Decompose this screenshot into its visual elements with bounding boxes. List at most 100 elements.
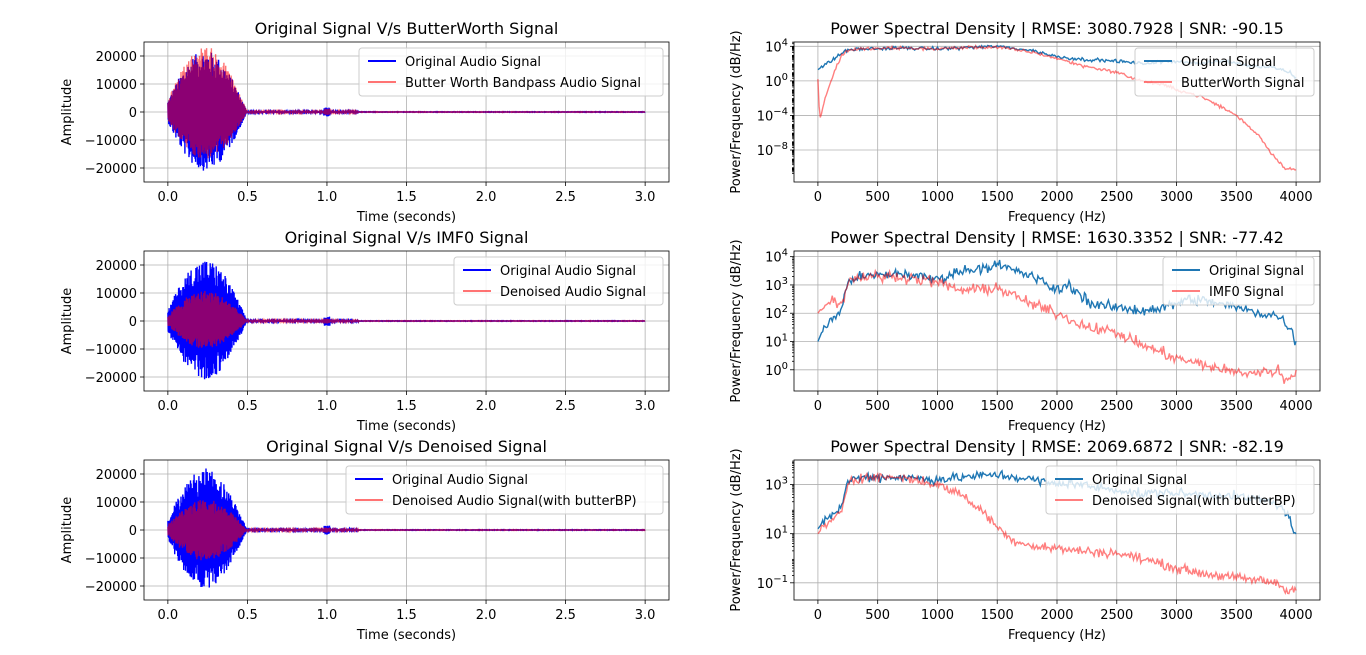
y-axis-label: Power/Frequency (dB/Hz) — [729, 448, 744, 611]
chart-panel-5: 0.0 0.5 1.0 1.5 2.0 2.5 3.0 20000 10000 0 −10000 −2… — [60, 437, 670, 643]
x-tick-label: 3500 — [1220, 190, 1253, 205]
legend-label-1: Original Signal — [1181, 55, 1276, 70]
y-tick-label: 10000 — [96, 287, 137, 302]
chart-title: Power Spectral Density | RMSE: 2069.6872… — [830, 437, 1284, 456]
x-tick-label: 0 — [814, 190, 822, 205]
y-axis-label: Power/Frequency (dB/Hz) — [729, 30, 744, 193]
x-tick-label: 2.0 — [476, 190, 497, 205]
x-tick-label: 1500 — [981, 399, 1014, 414]
legend: Original Audio Signal Butter Worth Bandpa… — [358, 47, 664, 97]
x-tick-label: 2.0 — [476, 608, 497, 623]
y-axis-label: Power/Frequency (dB/Hz) — [729, 239, 744, 402]
series-line-2 — [817, 268, 1297, 384]
y-axis-label: Amplitude — [60, 79, 75, 146]
chart-panel-2: 0 500 1000 1500 2000 2500 3000 3500 4000 104 100 10… — [729, 19, 1321, 225]
y-tick-label: 10000 — [96, 78, 137, 93]
x-tick-label: 0.0 — [158, 608, 179, 623]
y-tick-label: 0 — [129, 524, 137, 539]
x-axis-label: Frequency (Hz) — [1008, 210, 1106, 225]
x-tick-label: 1.5 — [396, 190, 417, 205]
legend-label-2: ButterWorth Signal — [1181, 76, 1305, 91]
legend: Original Signal ButterWorth Signal — [1134, 47, 1315, 97]
y-tick-label: 100 — [765, 72, 788, 90]
x-tick-label: 0.5 — [237, 608, 258, 623]
x-tick-label: 500 — [865, 190, 890, 205]
series-line-2 — [167, 48, 646, 159]
x-tick-label: 0.0 — [158, 190, 179, 205]
x-tick-label: 1.0 — [317, 190, 338, 205]
y-tick-label: 20000 — [96, 468, 137, 483]
y-tick-label: 20000 — [96, 259, 137, 274]
y-tick-label: 102 — [765, 304, 788, 322]
legend-label-1: Original Audio Signal — [500, 264, 636, 279]
axes-frame — [143, 250, 670, 392]
legend-label-1: Original Signal — [1092, 473, 1187, 488]
legend-label-1: Original Audio Signal — [392, 473, 528, 488]
x-tick-label: 0.0 — [158, 399, 179, 414]
x-tick-label: 0 — [814, 608, 822, 623]
x-tick-label: 1500 — [981, 608, 1014, 623]
y-tick-label: 101 — [765, 525, 788, 543]
x-tick-label: 3500 — [1220, 608, 1253, 623]
x-tick-label: 0 — [814, 399, 822, 414]
legend-box — [453, 256, 664, 306]
x-tick-label: 4000 — [1280, 190, 1313, 205]
y-tick-label: 0 — [129, 106, 137, 121]
x-axis-label: Frequency (Hz) — [1008, 628, 1106, 643]
chart-panel-6: 0 500 1000 1500 2000 2500 3000 3500 4000 103 101 10… — [729, 437, 1321, 643]
x-tick-label: 3500 — [1220, 399, 1253, 414]
x-tick-label: 2.5 — [555, 190, 576, 205]
x-tick-label: 2.5 — [555, 608, 576, 623]
legend-label-2: Denoised Audio Signal(with butterBP) — [392, 494, 637, 509]
x-tick-label: 2000 — [1040, 399, 1073, 414]
axes-frame — [793, 41, 1321, 183]
y-tick-label: 0 — [129, 315, 137, 330]
x-tick-label: 2000 — [1040, 190, 1073, 205]
x-tick-label: 3000 — [1160, 399, 1193, 414]
y-tick-label: −20000 — [85, 371, 137, 386]
x-tick-label: 2000 — [1040, 608, 1073, 623]
chart-panel-1: 0.0 0.5 1.0 1.5 2.0 2.5 3.0 20000 10000 0 −10000 −2… — [60, 19, 670, 225]
x-tick-label: 4000 — [1280, 608, 1313, 623]
y-tick-label: 10−1 — [757, 574, 788, 592]
y-tick-label: 103 — [765, 276, 788, 294]
x-tick-label: 2500 — [1100, 608, 1133, 623]
x-tick-label: 1.0 — [317, 399, 338, 414]
x-tick-label: 2500 — [1100, 399, 1133, 414]
x-tick-label: 1.0 — [317, 608, 338, 623]
axes-frame — [143, 41, 670, 183]
y-tick-label: 104 — [765, 37, 788, 55]
y-tick-label: −20000 — [85, 580, 137, 595]
axes-frame — [793, 459, 1321, 601]
x-axis-label: Frequency (Hz) — [1008, 419, 1106, 434]
x-tick-label: 2.5 — [555, 399, 576, 414]
y-tick-label: 10−8 — [757, 141, 788, 159]
x-tick-label: 1500 — [981, 190, 1014, 205]
x-tick-label: 0.5 — [237, 190, 258, 205]
y-tick-label: −10000 — [85, 134, 137, 149]
chart-title: Original Signal V/s IMF0 Signal — [285, 228, 529, 247]
y-tick-label: 103 — [765, 476, 788, 494]
y-tick-label: 10−4 — [757, 106, 788, 124]
y-tick-label: 100 — [765, 361, 788, 379]
x-tick-label: 2500 — [1100, 190, 1133, 205]
legend-box — [358, 47, 664, 97]
chart-title: Power Spectral Density | RMSE: 3080.7928… — [830, 19, 1284, 38]
x-axis-label: Time (seconds) — [356, 419, 456, 434]
x-tick-label: 0.5 — [237, 399, 258, 414]
legend-box — [345, 465, 664, 515]
x-tick-label: 2.0 — [476, 399, 497, 414]
legend-label-1: Original Signal — [1209, 264, 1304, 279]
x-tick-label: 3000 — [1160, 608, 1193, 623]
legend: Original Audio Signal Denoised Audio Sign… — [345, 465, 664, 515]
x-tick-label: 500 — [865, 608, 890, 623]
x-axis-label: Time (seconds) — [356, 210, 456, 225]
x-tick-label: 4000 — [1280, 399, 1313, 414]
x-tick-label: 1.5 — [396, 608, 417, 623]
y-tick-label: 101 — [765, 333, 788, 351]
y-tick-label: −10000 — [85, 552, 137, 567]
x-tick-label: 1.5 — [396, 399, 417, 414]
chart-title: Original Signal V/s Denoised Signal — [266, 437, 547, 456]
y-axis-label: Amplitude — [60, 497, 75, 564]
chart-title: Original Signal V/s ButterWorth Signal — [255, 19, 559, 38]
